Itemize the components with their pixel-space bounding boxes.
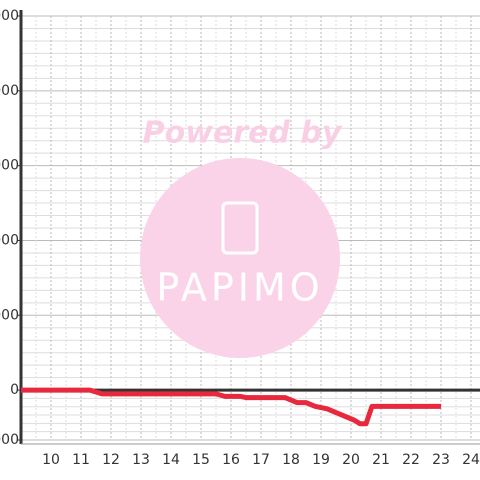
y-tick-label: -20,000 <box>0 432 19 448</box>
x-tick-label: 16 <box>222 452 240 468</box>
x-tick-label: 22 <box>402 452 420 468</box>
x-tick-label: 20 <box>342 452 360 468</box>
x-tick-label: 11 <box>72 452 90 468</box>
y-tick-label: 0 <box>10 382 19 398</box>
x-tick-label: 14 <box>162 452 180 468</box>
x-tick-label: 10 <box>42 452 60 468</box>
x-tick-label: 21 <box>372 452 390 468</box>
watermark-circle <box>140 158 340 358</box>
y-tick-label: 120,000 <box>0 83 19 99</box>
y-tick-label: 30,000 <box>0 307 19 323</box>
x-tick-label: 18 <box>282 452 300 468</box>
watermark-logo: PAPIMO <box>156 266 323 310</box>
line <box>21 387 441 427</box>
x-tick-label: 23 <box>432 452 450 468</box>
x-tick-label: 12 <box>102 452 120 468</box>
y-tick-label: 90,000 <box>0 158 19 174</box>
x-tick-label: 24 <box>462 452 480 468</box>
x-tick-label: 15 <box>192 452 210 468</box>
watermark-icon <box>221 201 259 255</box>
y-tick-label: 150,000 <box>0 8 19 24</box>
x-tick-label: 19 <box>312 452 330 468</box>
watermark-text: Powered by <box>143 116 343 151</box>
y-tick-label: 60,000 <box>0 232 19 248</box>
x-tick-label: 17 <box>252 452 270 468</box>
x-tick-label: 13 <box>132 452 150 468</box>
